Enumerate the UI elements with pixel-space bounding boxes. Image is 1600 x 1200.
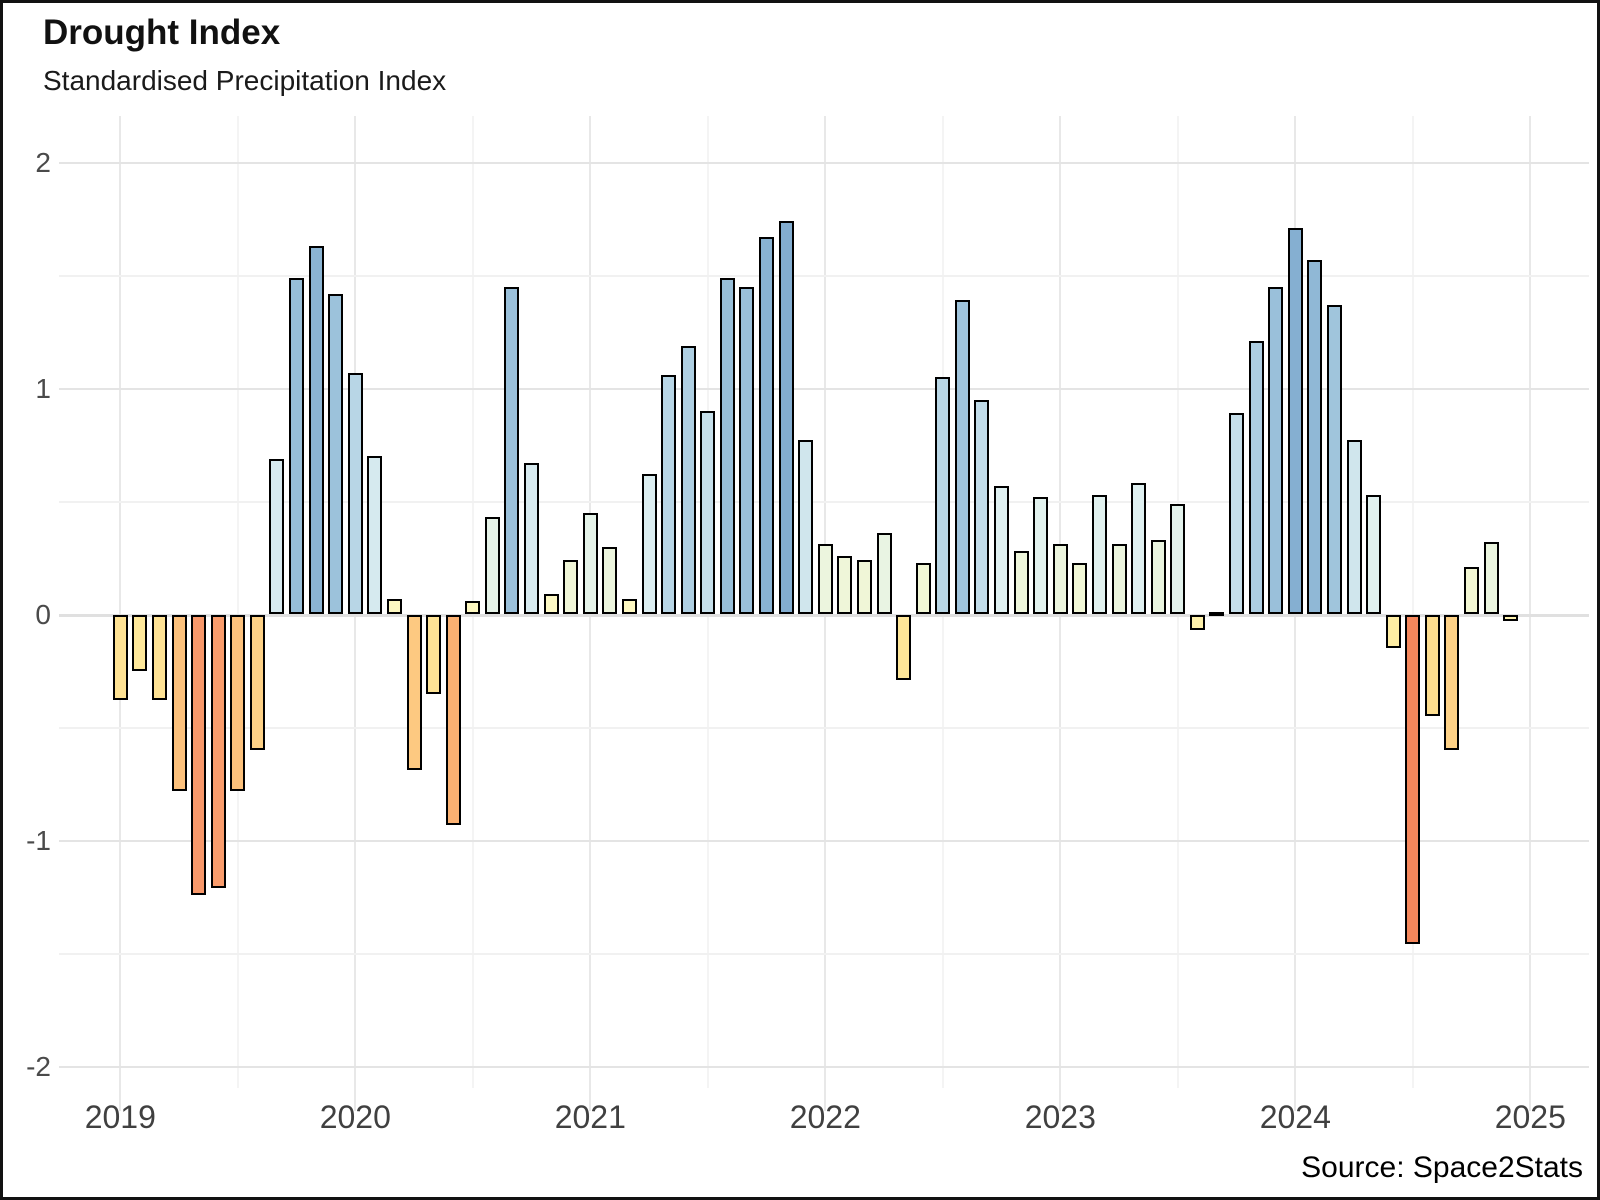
spi-bar [1131,483,1147,615]
spi-bar [1013,551,1029,615]
x-tick-label: 2021 [554,1099,626,1135]
spi-bar [994,485,1010,615]
spi-bar [915,562,931,615]
x-tick-label: 2023 [1024,1099,1096,1135]
spi-bar [406,614,422,771]
spi-bar [1111,544,1127,615]
spi-bar [896,614,912,681]
spi-bar [1248,341,1264,615]
chart-subtitle: Standardised Precipitation Index [43,65,447,96]
spi-bar [1033,496,1049,615]
spi-bar [1209,611,1225,616]
spi-bar [1307,259,1323,615]
spi-bar [1405,614,1421,945]
spi-bar [680,345,696,615]
spi-bar [1366,494,1382,615]
spi-bar [308,246,324,615]
y-tick-label: -2 [26,1050,51,1082]
spi-bar [426,614,442,694]
spi-bar [367,456,383,615]
spi-bar [171,614,187,791]
spi-bar [641,474,657,615]
spi-bar [1464,567,1480,615]
spi-bar [759,237,775,615]
spi-bar [1268,286,1284,615]
spi-bar [484,517,500,615]
spi-bar [837,555,853,615]
spi-bar [1287,228,1303,615]
spi-bar [445,614,461,825]
spi-bar [328,293,344,615]
spi-bar [1346,440,1362,615]
spi-bar [191,614,207,895]
major-gridline [59,387,1589,390]
spi-bar [817,544,833,615]
x-tick-label: 2022 [789,1099,861,1135]
spi-bar [1483,542,1499,615]
y-tick-label: 1 [35,372,51,404]
y-tick-label: 0 [35,598,51,630]
spi-bar [602,546,618,615]
spi-bar [269,458,285,615]
spi-bar [876,533,892,615]
spi-bar [1385,614,1401,649]
midyear-gridline [1411,116,1414,1088]
spi-bar [543,594,559,615]
spi-bar [386,598,402,615]
spi-bar [1189,614,1205,631]
spi-bar [1229,413,1245,615]
y-tick-label: 2 [35,146,51,178]
spi-bar [1326,304,1342,615]
major-gridline [59,161,1589,164]
spi-bar [230,614,246,791]
chart-title: Drought Index [43,13,281,52]
midyear-gridline [236,116,239,1088]
spi-bar [132,614,148,671]
spi-bar [504,286,520,615]
spi-bar [582,512,598,615]
spi-bar [856,560,872,615]
spi-bar [1052,544,1068,615]
spi-bar [621,598,637,615]
spi-bar [112,614,128,701]
x-tick-label: 2020 [319,1099,391,1135]
spi-bar [563,560,579,615]
major-gridline [59,839,1589,842]
spi-bar [935,377,951,615]
minor-gridline [59,726,1589,729]
minor-gridline [59,274,1589,277]
spi-bar [719,277,735,615]
spi-bar [798,440,814,615]
spi-bar [1424,614,1440,717]
spi-bar [465,600,481,615]
zero-line [59,613,1589,617]
spi-bar [524,463,540,615]
spi-bar [1150,539,1166,615]
spi-bar [778,221,794,615]
spi-bar [954,300,970,615]
spi-bar [1072,562,1088,615]
x-tick-label: 2025 [1494,1099,1566,1135]
major-gridline [59,1065,1589,1068]
spi-bar [1503,614,1519,622]
spi-bar [210,614,226,888]
spi-bar [347,372,363,615]
spi-bar [249,614,265,751]
spi-bar [1444,614,1460,751]
minor-gridline [59,952,1589,955]
spi-bar [700,411,716,615]
spi-bar [1091,494,1107,615]
y-tick-label: -1 [26,824,51,856]
spi-bar [739,286,755,615]
minor-gridline [59,500,1589,503]
spi-bar [661,374,677,615]
x-tick-label: 2024 [1259,1099,1331,1135]
source-caption: Source: Space2Stats [1301,1151,1583,1184]
spi-bar [974,399,990,615]
x-tick-label: 2019 [84,1099,156,1135]
spi-bar [289,277,305,615]
spi-bar [1170,503,1186,615]
spi-bar [151,614,167,701]
